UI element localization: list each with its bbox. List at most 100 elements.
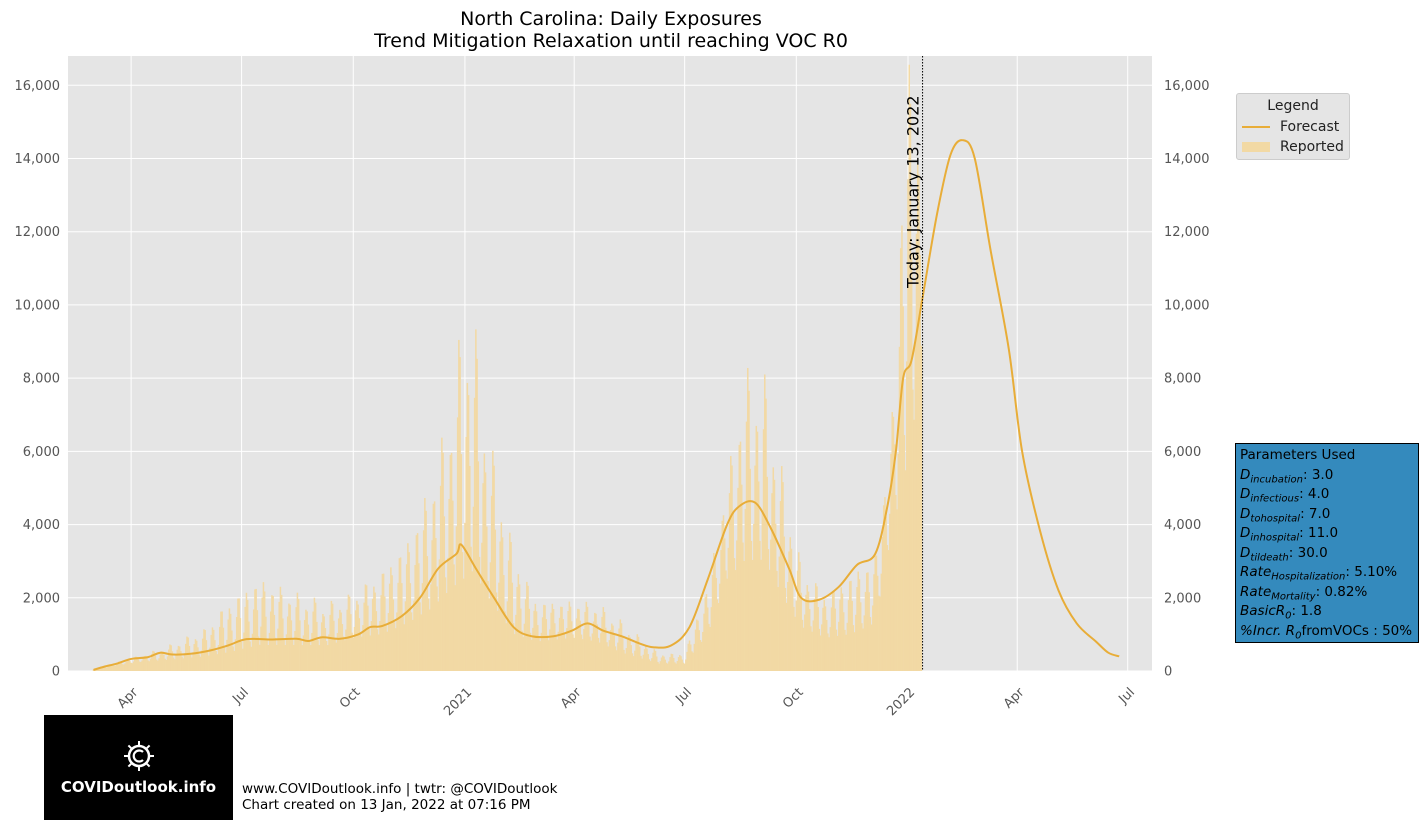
reported-bar (571, 621, 573, 671)
reported-bar (397, 582, 399, 671)
reported-bar (853, 632, 856, 671)
reported-bar (317, 640, 319, 671)
reported-bar (586, 606, 589, 671)
reported-bar (490, 495, 493, 671)
reported-bar (437, 601, 439, 671)
reported-bar (206, 652, 209, 671)
reported-bar (795, 600, 798, 671)
plot-area (68, 56, 1152, 671)
reported-bar (655, 656, 658, 671)
reported-bar (409, 583, 412, 671)
reported-bar (92, 669, 95, 671)
reported-bar (807, 591, 810, 671)
reported-bar (368, 628, 370, 671)
reported-bar (713, 552, 715, 671)
reported-bar (517, 574, 520, 671)
reported-bar (469, 465, 471, 671)
reported-bar (550, 612, 552, 671)
reported-bar (628, 635, 630, 671)
reported-bar (756, 431, 759, 671)
reported-bar (465, 436, 467, 671)
reported-bar (703, 613, 705, 671)
reported-bar (120, 662, 123, 671)
reported-bar (115, 664, 118, 671)
y-tick-label-left: 2,000 (23, 591, 60, 606)
reported-bar (615, 650, 618, 671)
legend-label-forecast: Forecast (1280, 119, 1340, 135)
reported-bar (483, 453, 486, 671)
reported-bar (874, 555, 876, 671)
reported-bar (811, 631, 813, 671)
reported-bar (318, 645, 321, 671)
reported-bar (488, 598, 490, 671)
reported-bar (481, 542, 483, 671)
reported-bar (419, 602, 421, 671)
reported-bar (160, 651, 163, 671)
reported-bar (141, 660, 143, 671)
reported-bar (535, 611, 538, 671)
reported-bar (611, 623, 613, 671)
reported-bar (380, 595, 382, 671)
legend: Legend Forecast Reported (1236, 93, 1350, 160)
reported-bar (791, 577, 794, 671)
reported-bar (698, 630, 700, 671)
reported-bar (181, 656, 183, 671)
reported-bar (291, 639, 294, 671)
reported-bar (675, 663, 677, 671)
y-tick-label-left: 8,000 (23, 372, 60, 387)
reported-bar (341, 624, 344, 671)
reported-bar (330, 600, 333, 671)
reported-bar (205, 640, 208, 671)
reported-bar (254, 589, 256, 671)
reported-bar (834, 608, 836, 671)
reported-bar (170, 645, 172, 671)
reported-bar (784, 587, 787, 671)
reported-bar (714, 555, 716, 671)
x-tick-label: Apr (1001, 685, 1028, 712)
reported-bar (572, 634, 574, 671)
reported-bar (788, 551, 790, 671)
reported-bar (564, 638, 567, 671)
reported-bar (171, 651, 174, 671)
reported-bar (732, 512, 734, 671)
reported-bar (573, 637, 575, 671)
reported-bar (608, 640, 611, 671)
reported-bar (825, 619, 828, 671)
reported-bar (146, 657, 148, 671)
reported-bar (884, 497, 886, 671)
reported-bar (200, 650, 203, 671)
reported-bar (845, 634, 847, 671)
reported-bar (153, 651, 155, 671)
reported-bar (748, 390, 750, 671)
reported-bar (113, 665, 115, 671)
reported-bar (539, 641, 541, 671)
reported-bar (603, 611, 606, 671)
reported-bar (431, 540, 433, 671)
reported-bar (346, 609, 348, 671)
reported-bar (749, 468, 751, 671)
reported-bar (647, 654, 649, 671)
reported-bar (533, 610, 535, 671)
reported-bar (493, 465, 495, 671)
reported-bar (868, 592, 870, 671)
reported-bar (731, 465, 733, 671)
reported-bar (235, 616, 238, 671)
reported-bar (753, 523, 755, 671)
reported-bar (222, 627, 225, 671)
reported-bar (663, 656, 665, 671)
reported-bar (280, 594, 283, 671)
reported-bar (316, 621, 318, 671)
reported-bar (697, 620, 699, 671)
reported-bar (495, 592, 498, 671)
reported-bar (290, 620, 293, 671)
reported-bar (617, 642, 619, 671)
reported-bar (676, 661, 679, 671)
reported-bar (901, 225, 903, 672)
reported-bar (177, 645, 180, 671)
reported-bar (108, 665, 111, 671)
reported-bar (631, 653, 634, 671)
reported-bar (804, 614, 806, 671)
reported-bar (634, 650, 636, 671)
parameter-line: Dinhospital: 11.0 (1240, 525, 1339, 544)
reported-bar (210, 634, 212, 671)
